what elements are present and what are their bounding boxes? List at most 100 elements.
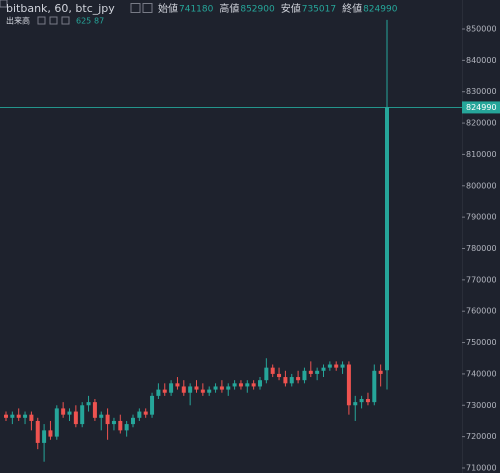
candle-body [264,367,269,381]
y-tick-label: 740000 [466,369,497,378]
y-tick-label: 770000 [466,275,497,284]
candle-body [258,380,262,387]
ohlc-value: 741180 [179,5,214,15]
y-tick-label: 840000 [466,56,497,65]
candle-body [131,417,135,425]
y-tick-label: 730000 [466,401,497,410]
candle-body [35,420,40,443]
candle-body [54,408,59,437]
candle-body [277,373,282,378]
candle-body [353,402,358,406]
price-axis: 710000 720000 730000 740000 750000 760000 7700… [462,25,500,472]
candle-body [29,414,34,421]
candle-body [327,364,332,368]
candle-body [251,383,256,387]
candle-body [270,367,275,374]
candle-body [213,386,218,390]
candle-body [105,414,110,425]
candle-body [296,377,301,381]
volume-hide-icon[interactable] [49,16,58,25]
candle-body [245,383,250,387]
candle-body [188,386,193,393]
volume-close-icon[interactable] [61,16,70,25]
y-tick-label: 800000 [466,181,497,190]
candle-body [346,364,351,406]
candle-body [385,107,389,371]
candle-body [232,383,237,387]
y-tick-label: 790000 [466,213,497,222]
candle-body [321,367,326,371]
candle-body [4,414,8,418]
y-tick-label: 760000 [466,307,497,316]
candle-body [48,430,53,437]
candle-body [219,386,224,390]
candle-body [10,414,15,418]
y-tick-label: 780000 [466,244,497,253]
candle-body [42,430,47,443]
candle-body [162,389,167,393]
candle-body [86,402,91,406]
plot-area [0,19,462,462]
candle-body [226,386,231,390]
candle-body [340,364,345,368]
y-tick-label: 830000 [466,87,497,96]
ohlc-label: 始値 [158,2,178,15]
candle-body [289,377,294,384]
y-tick-label: 720000 [466,432,497,441]
candle-body [200,389,205,393]
candle-body [315,370,320,374]
volume-label: 出来高 [6,16,30,26]
ohlc-value: 852900 [240,5,275,15]
y-tick-label: 820000 [466,119,497,128]
candle-body [156,389,161,396]
collapse-icon[interactable] [0,0,8,8]
candle-body [111,420,116,425]
settings-icon[interactable] [130,3,141,13]
candle-body [92,402,97,418]
candle-body [302,370,307,381]
ohlc-label: 高値 [219,2,239,15]
y-tick-label: 850000 [466,25,497,34]
y-tick-label: 750000 [466,338,497,347]
candle-body [61,408,66,415]
candle-body [73,411,78,425]
candle-body [283,377,288,384]
candle-body [23,414,28,418]
candle-body [143,411,148,415]
hide-icon[interactable] [142,3,153,13]
candle-body [365,399,370,403]
candle-body [150,395,155,415]
candle-body [194,386,199,390]
candle-body [181,386,186,393]
y-tick-label: 710000 [466,463,497,472]
candle-body [99,414,104,418]
last-price-box [462,101,500,114]
ohlc-label: 終値 [342,2,362,15]
candle-body [175,383,180,387]
candle-body [169,383,174,393]
volume-settings-icon[interactable] [37,16,46,25]
y-tick-label: 810000 [466,150,497,159]
volume-value: 625 [76,17,91,26]
ohlc-legend: 始値 741180 高値 852900 安値 735017 終値 824990 [158,2,398,15]
candle-body [372,370,377,403]
candle-body [16,414,21,418]
volume-value: 87 [94,17,104,26]
candle-body [80,405,85,425]
ohlc-label: 安値 [281,2,301,15]
candle-body [308,370,313,374]
candle-body [67,411,72,415]
candle-body [118,420,123,431]
ohlc-value: 824990 [363,5,398,15]
candle-body [238,383,243,387]
candle-body [334,364,339,368]
candle-body [378,370,383,374]
last-price-label: 824990 [466,103,497,112]
candle-body [359,399,364,403]
candle-body [137,411,142,418]
ohlc-value: 735017 [302,5,336,15]
candle-body [124,424,129,431]
candle-body [207,389,212,393]
